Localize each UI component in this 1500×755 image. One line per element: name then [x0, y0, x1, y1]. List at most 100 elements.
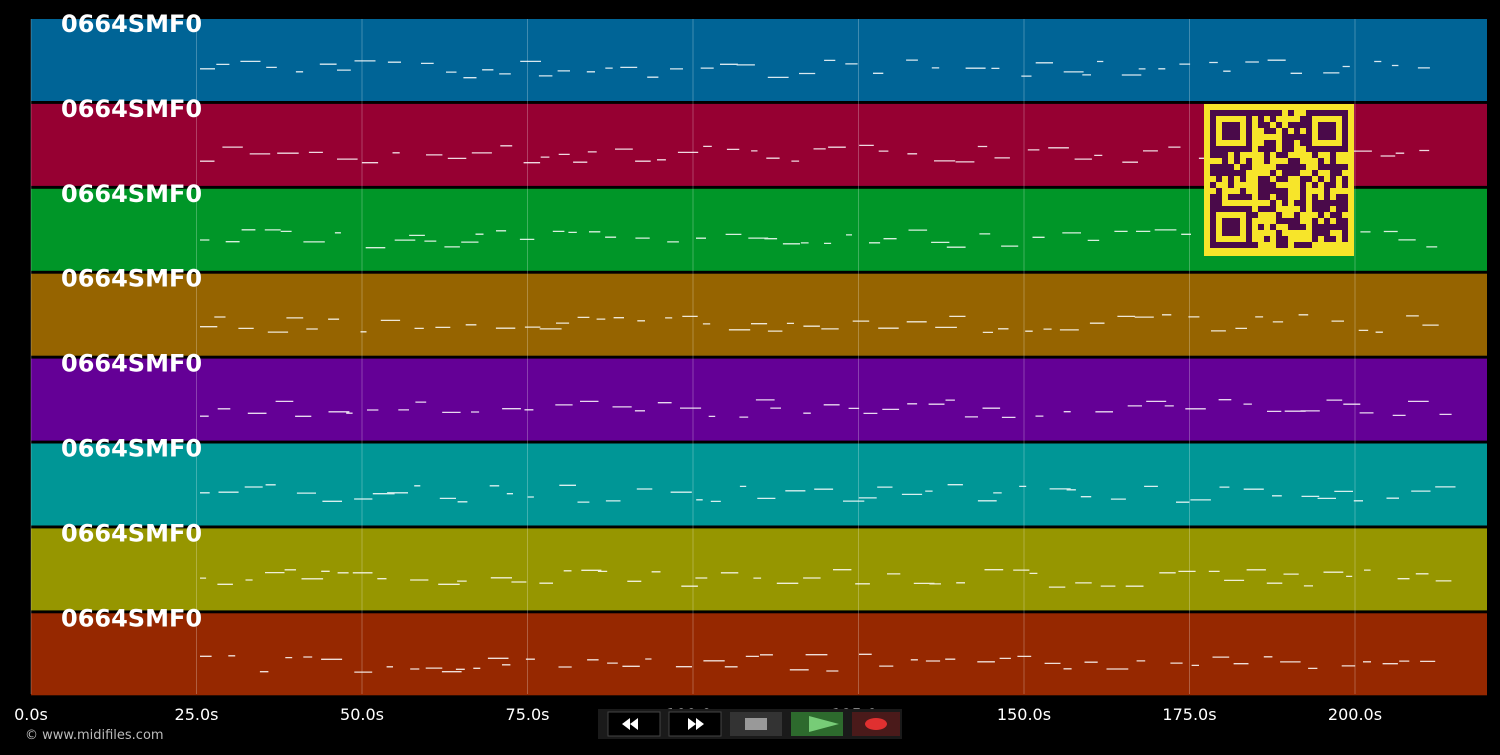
qr-module	[1234, 158, 1240, 164]
qr-module	[1330, 224, 1336, 230]
note-lines	[200, 399, 1452, 419]
qr-module	[1312, 200, 1318, 206]
qr-module	[1282, 134, 1288, 140]
qr-module	[1246, 158, 1252, 164]
qr-module	[1282, 218, 1288, 224]
qr-module	[1240, 110, 1246, 116]
qr-module	[1288, 122, 1294, 128]
qr-module	[1258, 122, 1264, 128]
qr-module	[1300, 206, 1306, 212]
qr-module	[1312, 224, 1318, 230]
qr-module	[1288, 134, 1294, 140]
qr-module	[1210, 200, 1216, 206]
qr-module	[1234, 224, 1240, 230]
qr-module	[1342, 134, 1348, 140]
qr-module	[1306, 134, 1312, 140]
qr-module	[1270, 146, 1276, 152]
qr-module	[1306, 242, 1312, 248]
qr-module	[1288, 158, 1294, 164]
qr-module	[1342, 128, 1348, 134]
qr-module	[1234, 152, 1240, 158]
qr-module	[1342, 206, 1348, 212]
qr-module	[1246, 122, 1252, 128]
qr-module	[1258, 116, 1264, 122]
note-lines	[200, 484, 1456, 503]
qr-module	[1330, 134, 1336, 140]
qr-module	[1258, 176, 1264, 182]
qr-module	[1246, 110, 1252, 116]
qr-module	[1300, 164, 1306, 170]
time-tick-label: 0.0s	[14, 705, 48, 724]
qr-module	[1216, 176, 1222, 182]
qr-module	[1234, 128, 1240, 134]
qr-module	[1342, 200, 1348, 206]
qr-module	[1300, 182, 1306, 188]
stop-button[interactable]	[730, 712, 782, 736]
qr-module	[1246, 164, 1252, 170]
track-label: 0664SMF0	[61, 95, 202, 123]
qr-module	[1246, 194, 1252, 200]
qr-module	[1336, 164, 1342, 170]
forward-button[interactable]	[668, 711, 722, 737]
qr-module	[1300, 122, 1306, 128]
qr-module	[1216, 152, 1222, 158]
track-lanes: 0664SMF0 0664SMF0 0664SMF0 0664SMF0 0664SMF0…	[31, 10, 1487, 696]
qr-module	[1336, 194, 1342, 200]
qr-module	[1258, 182, 1264, 188]
qr-module	[1222, 170, 1228, 176]
qr-module	[1270, 206, 1276, 212]
qr-module	[1306, 122, 1312, 128]
qr-module	[1300, 140, 1306, 146]
qr-module	[1318, 122, 1324, 128]
record-button[interactable]	[852, 712, 900, 736]
qr-module	[1234, 110, 1240, 116]
qr-module	[1210, 218, 1216, 224]
qr-module	[1318, 224, 1324, 230]
time-tick-label: 175.0s	[1162, 705, 1216, 724]
qr-module	[1270, 182, 1276, 188]
qr-module	[1210, 182, 1216, 188]
qr-module	[1222, 122, 1228, 128]
qr-module	[1312, 182, 1318, 188]
qr-module	[1276, 122, 1282, 128]
track-lane	[31, 19, 1487, 101]
qr-module	[1276, 110, 1282, 116]
qr-module	[1246, 230, 1252, 236]
qr-module	[1264, 122, 1270, 128]
qr-module	[1282, 164, 1288, 170]
qr-module	[1222, 242, 1228, 248]
qr-module	[1282, 170, 1288, 176]
rewind-button[interactable]	[607, 711, 661, 737]
qr-module	[1342, 224, 1348, 230]
qr-module	[1300, 224, 1306, 230]
qr-module	[1330, 128, 1336, 134]
qr-module	[1336, 170, 1342, 176]
qr-module	[1222, 158, 1228, 164]
qr-module	[1282, 194, 1288, 200]
qr-module	[1312, 146, 1318, 152]
qr-module	[1318, 164, 1324, 170]
qr-module	[1294, 128, 1300, 134]
qr-module	[1342, 236, 1348, 242]
qr-module	[1240, 170, 1246, 176]
qr-module	[1210, 140, 1216, 146]
qr-module	[1288, 224, 1294, 230]
qr-module	[1228, 206, 1234, 212]
qr-module	[1288, 110, 1294, 116]
qr-module	[1216, 206, 1222, 212]
qr-module	[1324, 182, 1330, 188]
qr-module	[1288, 170, 1294, 176]
qr-module	[1336, 200, 1342, 206]
qr-module	[1324, 224, 1330, 230]
qr-module	[1312, 206, 1318, 212]
play-button[interactable]	[791, 712, 843, 736]
qr-module	[1306, 116, 1312, 122]
qr-module	[1210, 206, 1216, 212]
qr-module	[1234, 218, 1240, 224]
qr-module	[1222, 206, 1228, 212]
qr-module	[1264, 140, 1270, 146]
qr-module	[1342, 122, 1348, 128]
qr-module	[1342, 146, 1348, 152]
note-lines	[200, 314, 1439, 334]
qr-module	[1300, 188, 1306, 194]
